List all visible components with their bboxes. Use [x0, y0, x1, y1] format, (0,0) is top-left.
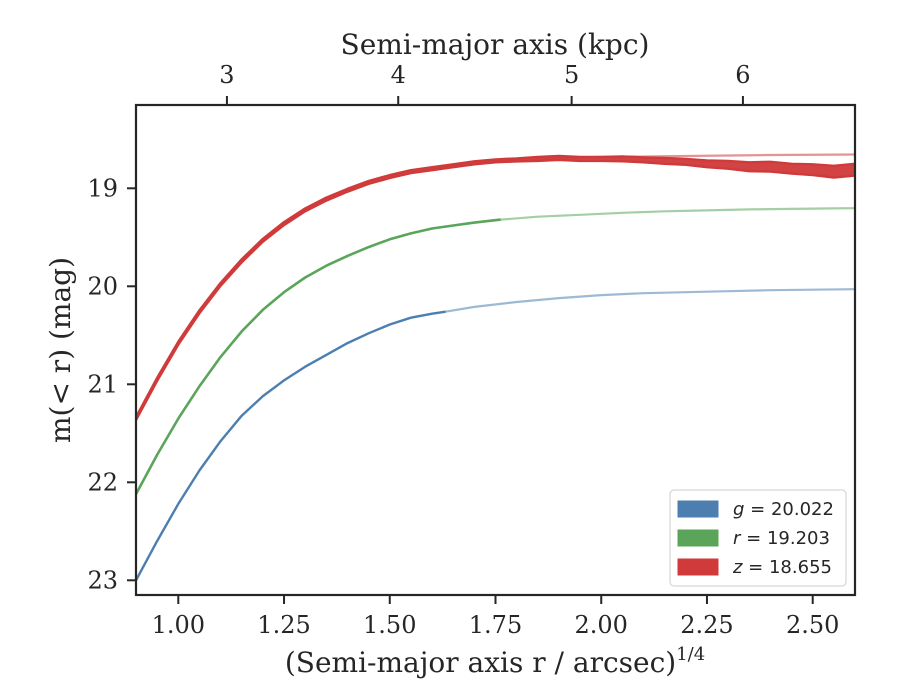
y-tick-label: 19 [87, 174, 118, 202]
series-z-measured-band [136, 154, 855, 422]
series-g [136, 288, 855, 582]
legend: g = 20.022 r = 19.203 z = 18.655 [669, 489, 847, 587]
y-ticks: 19 20 21 22 23 [87, 174, 136, 594]
x-tick-label: 1.00 [152, 611, 205, 639]
series-g-measured-line [136, 310, 446, 582]
top-tick-label: 3 [219, 61, 234, 89]
legend-swatch-z [677, 558, 719, 576]
y-axis-label: m(< r) (mag) [44, 257, 77, 443]
series-r [136, 207, 855, 496]
series-layer [136, 153, 855, 582]
x-axis-label-main: (Semi-major axis r / arcsec) [285, 646, 676, 679]
x-tick-label: 2.50 [786, 611, 839, 639]
legend-swatch-g [677, 500, 719, 518]
y-tick-label: 22 [87, 468, 118, 496]
top-tick-label: 5 [564, 61, 579, 89]
x-tick-label: 1.50 [363, 611, 416, 639]
top-tick-label: 6 [735, 61, 750, 89]
x-tick-label: 2.25 [680, 611, 733, 639]
y-tick-label: 20 [87, 272, 118, 300]
y-tick-label: 23 [87, 566, 118, 594]
series-g-model-line [443, 288, 855, 313]
x-axis-label: (Semi-major axis r / arcsec)1/4 [285, 644, 705, 679]
series-r-model-line [498, 207, 855, 221]
x-tick-label: 1.25 [257, 611, 310, 639]
x-tick-label: 1.75 [469, 611, 522, 639]
top-axis-title: Semi-major axis (kpc) [341, 28, 650, 61]
top-ticks: 3 4 5 6 [219, 61, 751, 105]
plot-frame [134, 103, 857, 597]
top-tick-label: 4 [391, 61, 406, 89]
series-r-measured-line [136, 218, 501, 496]
x-tick-label: 2.00 [575, 611, 628, 639]
legend-label-z: z = 18.655 [732, 557, 832, 578]
series-z [136, 153, 855, 422]
x-axis-label-exponent: 1/4 [676, 644, 705, 665]
legend-label-g: g = 20.022 [733, 499, 834, 520]
legend-label-r: r = 19.203 [733, 528, 830, 549]
x-ticks: 1.00 1.25 1.50 1.75 2.00 2.25 2.50 [152, 595, 839, 639]
y-tick-label: 21 [87, 370, 118, 398]
legend-swatch-r [677, 529, 719, 547]
